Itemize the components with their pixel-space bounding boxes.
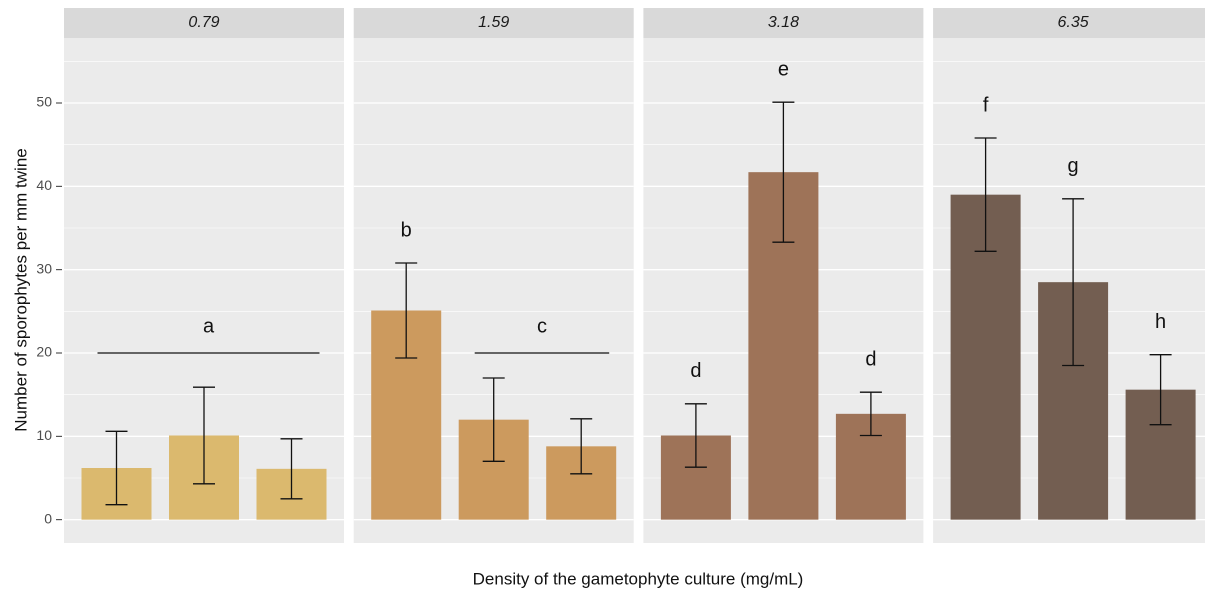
annotation-label: c xyxy=(537,315,547,337)
error-bar xyxy=(859,391,882,437)
y-axis-title: Number of sporophytes per mm twine xyxy=(11,148,30,431)
y-tick-label: 40 xyxy=(36,177,52,193)
error-bar xyxy=(280,438,303,500)
annotation-label: e xyxy=(778,58,789,80)
facet-title: 0.79 xyxy=(188,14,219,31)
error-bar xyxy=(105,430,128,506)
strip xyxy=(353,8,634,38)
y-tick-label: 0 xyxy=(44,510,52,526)
error-bar xyxy=(1062,198,1085,367)
y-tick-label: 20 xyxy=(36,344,52,360)
strip xyxy=(933,8,1205,38)
annotation-label: h xyxy=(1155,311,1166,333)
annotation-label: g xyxy=(1068,155,1079,177)
y-tick-label: 50 xyxy=(36,94,52,110)
x-axis-title: Density of the gametophyte culture (mg/m… xyxy=(473,569,804,588)
facet-title: 1.59 xyxy=(478,14,509,31)
error-bar xyxy=(684,403,707,468)
error-bar xyxy=(395,262,418,359)
facet-title: 3.18 xyxy=(768,14,799,31)
error-bar xyxy=(570,418,593,475)
y-tick-label: 10 xyxy=(36,427,52,443)
strip xyxy=(643,8,924,38)
annotation-label: f xyxy=(983,94,989,116)
strip xyxy=(64,8,344,38)
annotation-label: b xyxy=(401,219,412,241)
error-bar xyxy=(974,137,997,252)
error-bar xyxy=(772,101,795,243)
annotation-label: a xyxy=(203,315,215,337)
error-bar xyxy=(482,377,505,462)
error-bar xyxy=(1149,354,1172,426)
y-tick-label: 30 xyxy=(36,260,52,276)
facet-title: 6.35 xyxy=(1058,14,1089,31)
annotation-label: d xyxy=(865,348,876,370)
annotation-label: d xyxy=(690,360,701,382)
error-bar xyxy=(193,386,215,485)
